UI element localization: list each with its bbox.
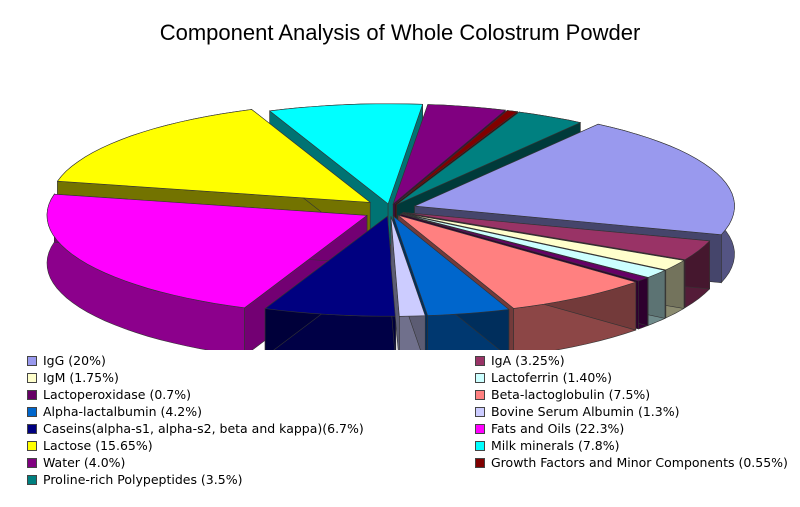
legend-label: Fats and Oils (22.3%) (491, 421, 625, 436)
legend-item: Fats and Oils (22.3%) (475, 420, 788, 437)
legend-swatch (27, 457, 37, 468)
pie-slice-top (396, 111, 582, 205)
pie-slice-top (413, 123, 735, 236)
pie-slice-top (392, 215, 510, 316)
legend-label: Growth Factors and Minor Components (0.5… (491, 455, 788, 470)
legend-item: IgG (20%) (27, 352, 364, 369)
pie-slice-top (394, 110, 519, 205)
legend-item: Water (4.0%) (27, 454, 364, 471)
legend-item: Alpha-lactalbumin (4.2%) (27, 403, 364, 420)
pie-chart (46, 103, 735, 350)
legend-swatch (475, 457, 485, 468)
legend-label: IgM (1.75%) (43, 370, 119, 385)
legend-label: Milk minerals (7.8%) (491, 438, 620, 453)
pie-slice-top (392, 104, 507, 205)
pie-slice (264, 215, 397, 350)
legend-label: Alpha-lactalbumin (4.2%) (43, 404, 203, 419)
legend-swatch (27, 372, 37, 383)
legend-item: Caseins(alpha-s1, alpha-s2, beta and kap… (27, 420, 364, 437)
legend-item: Lactoferrin (1.40%) (475, 369, 788, 386)
legend-item: IgM (1.75%) (27, 369, 364, 386)
legend-swatch (27, 389, 37, 400)
legend-swatch (475, 406, 485, 417)
legend-item: Beta-lactoglobulin (7.5%) (475, 386, 788, 403)
legend-swatch (27, 406, 37, 417)
pie-slice (390, 216, 426, 350)
legend-item: Milk minerals (7.8%) (475, 437, 788, 454)
legend-swatch (27, 474, 37, 485)
pie-slice-top (402, 212, 711, 261)
legend-label: Caseins(alpha-s1, alpha-s2, beta and kap… (43, 421, 364, 436)
pie-slice-top (56, 109, 372, 203)
legend-label: IgG (20%) (43, 353, 106, 368)
pie-slice-top (46, 193, 368, 309)
legend-item: Bovine Serum Albumin (1.3%) (475, 403, 788, 420)
legend-right: IgA (3.25%) Lactoferrin (1.40%) Beta-lacto… (475, 352, 788, 471)
pie-slice-top (397, 214, 637, 309)
legend-item: IgA (3.25%) (475, 352, 788, 369)
pie-slice-top (401, 213, 685, 271)
legend-label: Lactoferrin (1.40%) (491, 370, 613, 385)
legend-swatch (475, 355, 485, 366)
legend-label: Lactose (15.65%) (43, 438, 153, 453)
legend-swatch (475, 372, 485, 383)
legend-swatch (27, 355, 37, 366)
pie-slice-top (401, 213, 666, 278)
legend-item: Growth Factors and Minor Components (0.5… (475, 454, 788, 471)
legend-swatch (475, 389, 485, 400)
pie-slice-top (264, 215, 397, 317)
chart-title: Component Analysis of Whole Colostrum Po… (159, 20, 641, 45)
legend-item: Lactose (15.65%) (27, 437, 364, 454)
legend-label: Beta-lactoglobulin (7.5%) (491, 387, 651, 402)
legend-swatch (475, 440, 485, 451)
legend-label: Proline-rich Polypeptides (3.5%) (43, 472, 243, 487)
pie-slice-top (268, 103, 424, 205)
legend-swatch (27, 423, 37, 434)
legend-left: IgG (20%) IgM (1.75%) Lactoperoxidase (0.7… (27, 352, 364, 488)
legend-item: Lactoperoxidase (0.7%) (27, 386, 364, 403)
legend-item: Proline-rich Polypeptides (3.5%) (27, 471, 364, 488)
legend-label: Lactoperoxidase (0.7%) (43, 387, 191, 402)
legend-label: Bovine Serum Albumin (1.3%) (491, 404, 680, 419)
pie-slice-top (400, 213, 649, 282)
legend-swatch (27, 440, 37, 451)
legend-label: IgA (3.25%) (491, 353, 565, 368)
legend-swatch (475, 423, 485, 434)
legend-label: Water (4.0%) (43, 455, 126, 470)
pie-slice-top (390, 216, 426, 317)
